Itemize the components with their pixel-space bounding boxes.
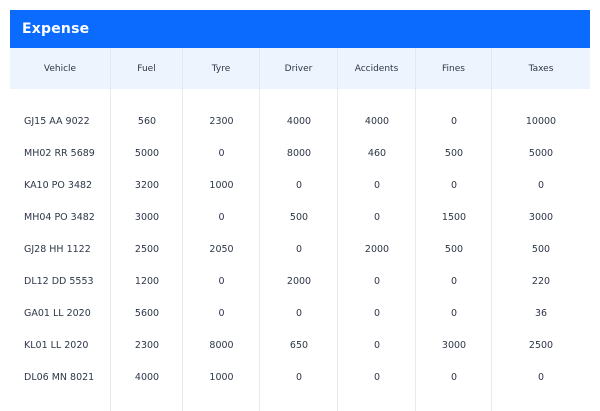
column-header-accidents[interactable]: Accidents — [338, 48, 416, 89]
cell-fines: 0 — [450, 115, 458, 127]
cell-driver: 500 — [289, 211, 309, 223]
cell-accidents: 2000 — [364, 243, 390, 255]
cell-tyre: 1000 — [209, 179, 234, 191]
cell-tyre: 2050 — [209, 243, 234, 255]
cell-fuel: 3000 — [134, 211, 160, 223]
cell-fuel: 3200 — [134, 179, 160, 191]
cell-fuel: 1200 — [134, 275, 160, 287]
cell-fuel: 5000 — [134, 147, 160, 159]
cell-taxes: 220 — [531, 275, 551, 287]
table-body: GJ15 AA 9022 560 2300 4000 4000 0 10000 … — [10, 105, 590, 393]
cell-vehicle: KL01 LL 2020 — [24, 339, 89, 351]
cell-accidents: 0 — [373, 371, 381, 383]
column-divider — [338, 48, 416, 411]
cell-tyre: 0 — [218, 275, 225, 287]
cell-driver: 650 — [289, 339, 309, 351]
card-title: Expense — [10, 10, 590, 48]
cell-accidents: 4000 — [364, 115, 390, 127]
column-grid — [10, 48, 590, 411]
table-row: DL06 MN 8021 4000 1000 0 0 0 0 — [10, 361, 590, 393]
cell-tyre: 8000 — [209, 339, 234, 351]
table-row: KA10 PO 3482 3200 1000 0 0 0 0 — [10, 169, 590, 201]
cell-driver: 0 — [295, 179, 303, 191]
cell-driver: 4000 — [286, 115, 312, 127]
cell-vehicle: KA10 PO 3482 — [24, 179, 93, 191]
cell-fuel: 5600 — [134, 307, 160, 319]
cell-driver: 0 — [295, 371, 303, 383]
cell-tyre: 1000 — [209, 371, 234, 383]
cell-accidents: 0 — [373, 307, 381, 319]
table-row: MH04 PO 3482 3000 0 500 0 1500 3000 — [10, 201, 590, 233]
cell-taxes: 5000 — [528, 147, 554, 159]
column-divider — [183, 48, 260, 411]
cell-tyre: 0 — [218, 307, 225, 319]
cell-driver: 2000 — [286, 275, 312, 287]
cell-taxes: 0 — [537, 371, 545, 383]
column-header-tyre[interactable]: Tyre — [183, 48, 260, 89]
cell-fines: 500 — [444, 147, 464, 159]
cell-vehicle: DL06 MN 8021 — [24, 371, 95, 383]
cell-taxes: 2500 — [528, 339, 554, 351]
cell-fuel: 2500 — [134, 243, 160, 255]
cell-fuel: 4000 — [134, 371, 160, 383]
table-row: DL12 DD 5553 1200 0 2000 0 0 220 — [10, 265, 590, 297]
cell-vehicle: GJ28 HH 1122 — [24, 243, 91, 255]
cell-accidents: 0 — [373, 339, 381, 351]
cell-tyre: 0 — [218, 147, 225, 159]
cell-vehicle: DL12 DD 5553 — [24, 275, 94, 287]
cell-fines: 0 — [450, 179, 458, 191]
cell-accidents: 0 — [373, 179, 381, 191]
cell-fines: 1500 — [441, 211, 467, 223]
column-header-taxes[interactable]: Taxes — [528, 63, 554, 74]
cell-taxes: 500 — [531, 243, 551, 255]
cell-taxes: 36 — [534, 307, 548, 319]
cell-vehicle: GJ15 AA 9022 — [24, 115, 90, 127]
table-row: KL01 LL 2020 2300 8000 650 0 3000 2500 — [10, 329, 590, 361]
cell-vehicle: MH04 PO 3482 — [24, 211, 95, 223]
table-row: GJ28 HH 1122 2500 2050 0 2000 500 500 — [10, 233, 590, 265]
cell-vehicle: MH02 RR 5689 — [24, 147, 95, 159]
cell-tyre: 2300 — [209, 115, 234, 127]
cell-fuel: 2300 — [134, 339, 160, 351]
table-row: GA01 LL 2020 5600 0 0 0 0 36 — [10, 297, 590, 329]
column-divider — [111, 48, 183, 411]
column-header-vehicle[interactable]: Vehicle — [10, 48, 111, 89]
cell-fines: 0 — [450, 275, 458, 287]
cell-driver: 8000 — [286, 147, 312, 159]
column-header-fines[interactable]: Fines — [416, 48, 492, 89]
cell-accidents: 0 — [373, 275, 381, 287]
cell-fines: 0 — [450, 307, 458, 319]
cell-vehicle: GA01 LL 2020 — [24, 307, 91, 319]
cell-driver: 0 — [295, 307, 303, 319]
cell-accidents: 0 — [373, 211, 381, 223]
cell-taxes: 0 — [537, 179, 545, 191]
expense-card: Expense Vehicle Fuel Tyre Driver Acciden… — [10, 10, 590, 411]
cell-taxes: 3000 — [528, 211, 554, 223]
table-header: Vehicle Fuel Tyre Driver Accidents Fines… — [10, 48, 590, 89]
cell-accidents: 460 — [367, 147, 387, 159]
cell-fines: 0 — [450, 371, 458, 383]
column-header-fuel[interactable]: Fuel — [111, 48, 183, 89]
cell-fuel: 560 — [137, 115, 157, 127]
column-divider — [416, 48, 492, 411]
cell-fines: 500 — [444, 243, 464, 255]
column-header-driver[interactable]: Driver — [260, 48, 338, 89]
column-divider — [260, 48, 338, 411]
table-row: MH02 RR 5689 5000 0 8000 460 500 5000 — [10, 137, 590, 169]
cell-taxes: 10000 — [525, 115, 557, 127]
cell-fines: 3000 — [441, 339, 467, 351]
table-row: GJ15 AA 9022 560 2300 4000 4000 0 10000 — [10, 105, 590, 137]
cell-driver: 0 — [295, 243, 303, 255]
column-divider — [10, 48, 111, 411]
cell-tyre: 0 — [218, 211, 225, 223]
